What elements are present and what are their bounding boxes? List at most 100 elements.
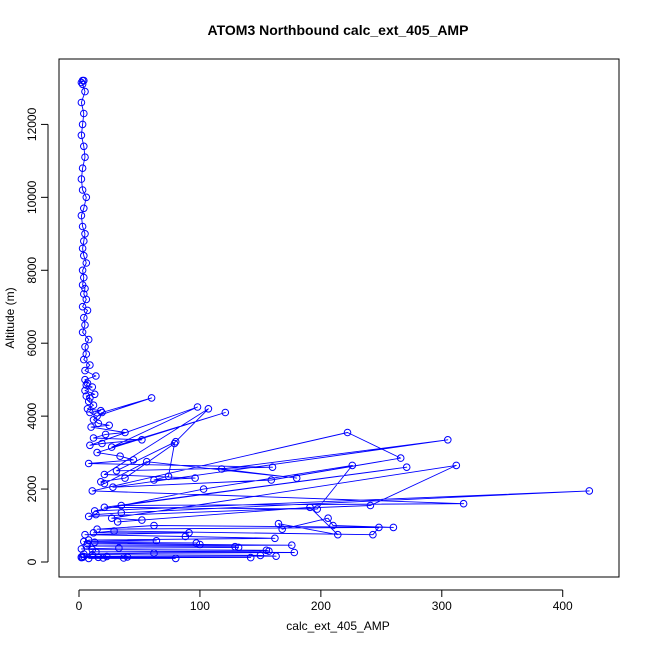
data-point (80, 313, 88, 322)
data-point (192, 539, 201, 547)
series-layer (77, 76, 594, 563)
data-point (84, 397, 93, 406)
data-point (84, 512, 93, 521)
data-point (88, 487, 97, 495)
data-point (92, 510, 100, 519)
data-point (94, 553, 103, 562)
data-point (78, 80, 87, 89)
data-point (90, 390, 99, 399)
data-point (170, 439, 179, 448)
data-point (267, 476, 276, 484)
data-point (89, 434, 98, 442)
data-point (105, 421, 113, 430)
data-point (78, 186, 87, 194)
data-point (313, 505, 322, 513)
data-point (150, 521, 158, 530)
data-point (116, 452, 124, 461)
y-axis-label: Altitude (m) (3, 287, 17, 348)
data-point (86, 408, 94, 417)
data-point (343, 428, 352, 437)
data-point (80, 142, 88, 151)
data-point (150, 549, 158, 558)
data-point (268, 463, 277, 472)
data-point (89, 401, 98, 410)
data-point (389, 523, 398, 532)
data-point (123, 553, 132, 561)
data-point (78, 266, 87, 275)
data-point (77, 553, 86, 562)
y-tick-label: 10000 (25, 180, 39, 214)
data-point (88, 383, 97, 391)
data-point (97, 478, 105, 486)
x-tick-label: 300 (432, 599, 452, 613)
data-point (256, 551, 265, 560)
data-point (142, 457, 151, 466)
data-point (81, 343, 89, 351)
data-point (78, 244, 87, 253)
data-point (93, 448, 101, 457)
x-axis-label: calc_ext_405_AMP (286, 619, 389, 633)
x-tick-label: 400 (553, 599, 573, 613)
data-point (138, 436, 146, 444)
y-tick-label: 12000 (25, 107, 39, 141)
data-point (110, 527, 118, 535)
data-point (109, 483, 117, 492)
data-point (107, 443, 116, 451)
data-point (129, 456, 138, 464)
data-point (77, 78, 86, 87)
data-point (196, 540, 204, 549)
data-point (90, 538, 99, 547)
data-point (80, 355, 88, 364)
data-point (80, 273, 88, 282)
data-point (375, 523, 383, 532)
data-point (396, 454, 405, 462)
y-tick-label: 8000 (25, 257, 39, 284)
data-point (585, 487, 594, 495)
data-point (82, 259, 91, 267)
data-point (81, 321, 89, 329)
data-point (80, 251, 88, 260)
data-point (147, 394, 156, 402)
y-tick-label: 0 (25, 558, 39, 565)
data-point (77, 98, 86, 107)
data-point (78, 328, 87, 337)
data-point (278, 525, 287, 534)
data-point (84, 335, 93, 344)
data-point (99, 554, 107, 562)
data-point (86, 394, 94, 402)
data-point (452, 461, 461, 470)
data-point (81, 230, 89, 238)
data-point (83, 379, 92, 388)
data-point (348, 461, 357, 470)
data-point (199, 485, 208, 493)
data-point (103, 552, 111, 561)
data-point (77, 175, 86, 183)
data-point (459, 499, 468, 508)
data-point (82, 193, 91, 202)
series-line (80, 80, 590, 559)
data-point (306, 503, 314, 512)
data-point (292, 474, 301, 482)
y-tick-label: 2000 (25, 475, 39, 502)
data-point (87, 423, 95, 431)
data-point (82, 295, 91, 304)
data-point (150, 476, 158, 484)
x-tick-label: 200 (311, 599, 331, 613)
data-point (113, 518, 122, 526)
data-point (171, 554, 180, 563)
data-point (80, 76, 88, 85)
data-point (290, 548, 299, 557)
data-point (84, 459, 93, 468)
data-point (121, 474, 129, 482)
y-tick-label: 6000 (25, 330, 39, 357)
data-point (78, 120, 87, 129)
x-tick-label: 0 (76, 599, 83, 613)
data-point (81, 87, 89, 96)
data-point (191, 474, 199, 482)
data-point (81, 284, 89, 293)
data-point (329, 521, 337, 530)
data-point (101, 430, 110, 439)
data-point (89, 416, 98, 424)
plot-area-frame (58, 58, 620, 578)
